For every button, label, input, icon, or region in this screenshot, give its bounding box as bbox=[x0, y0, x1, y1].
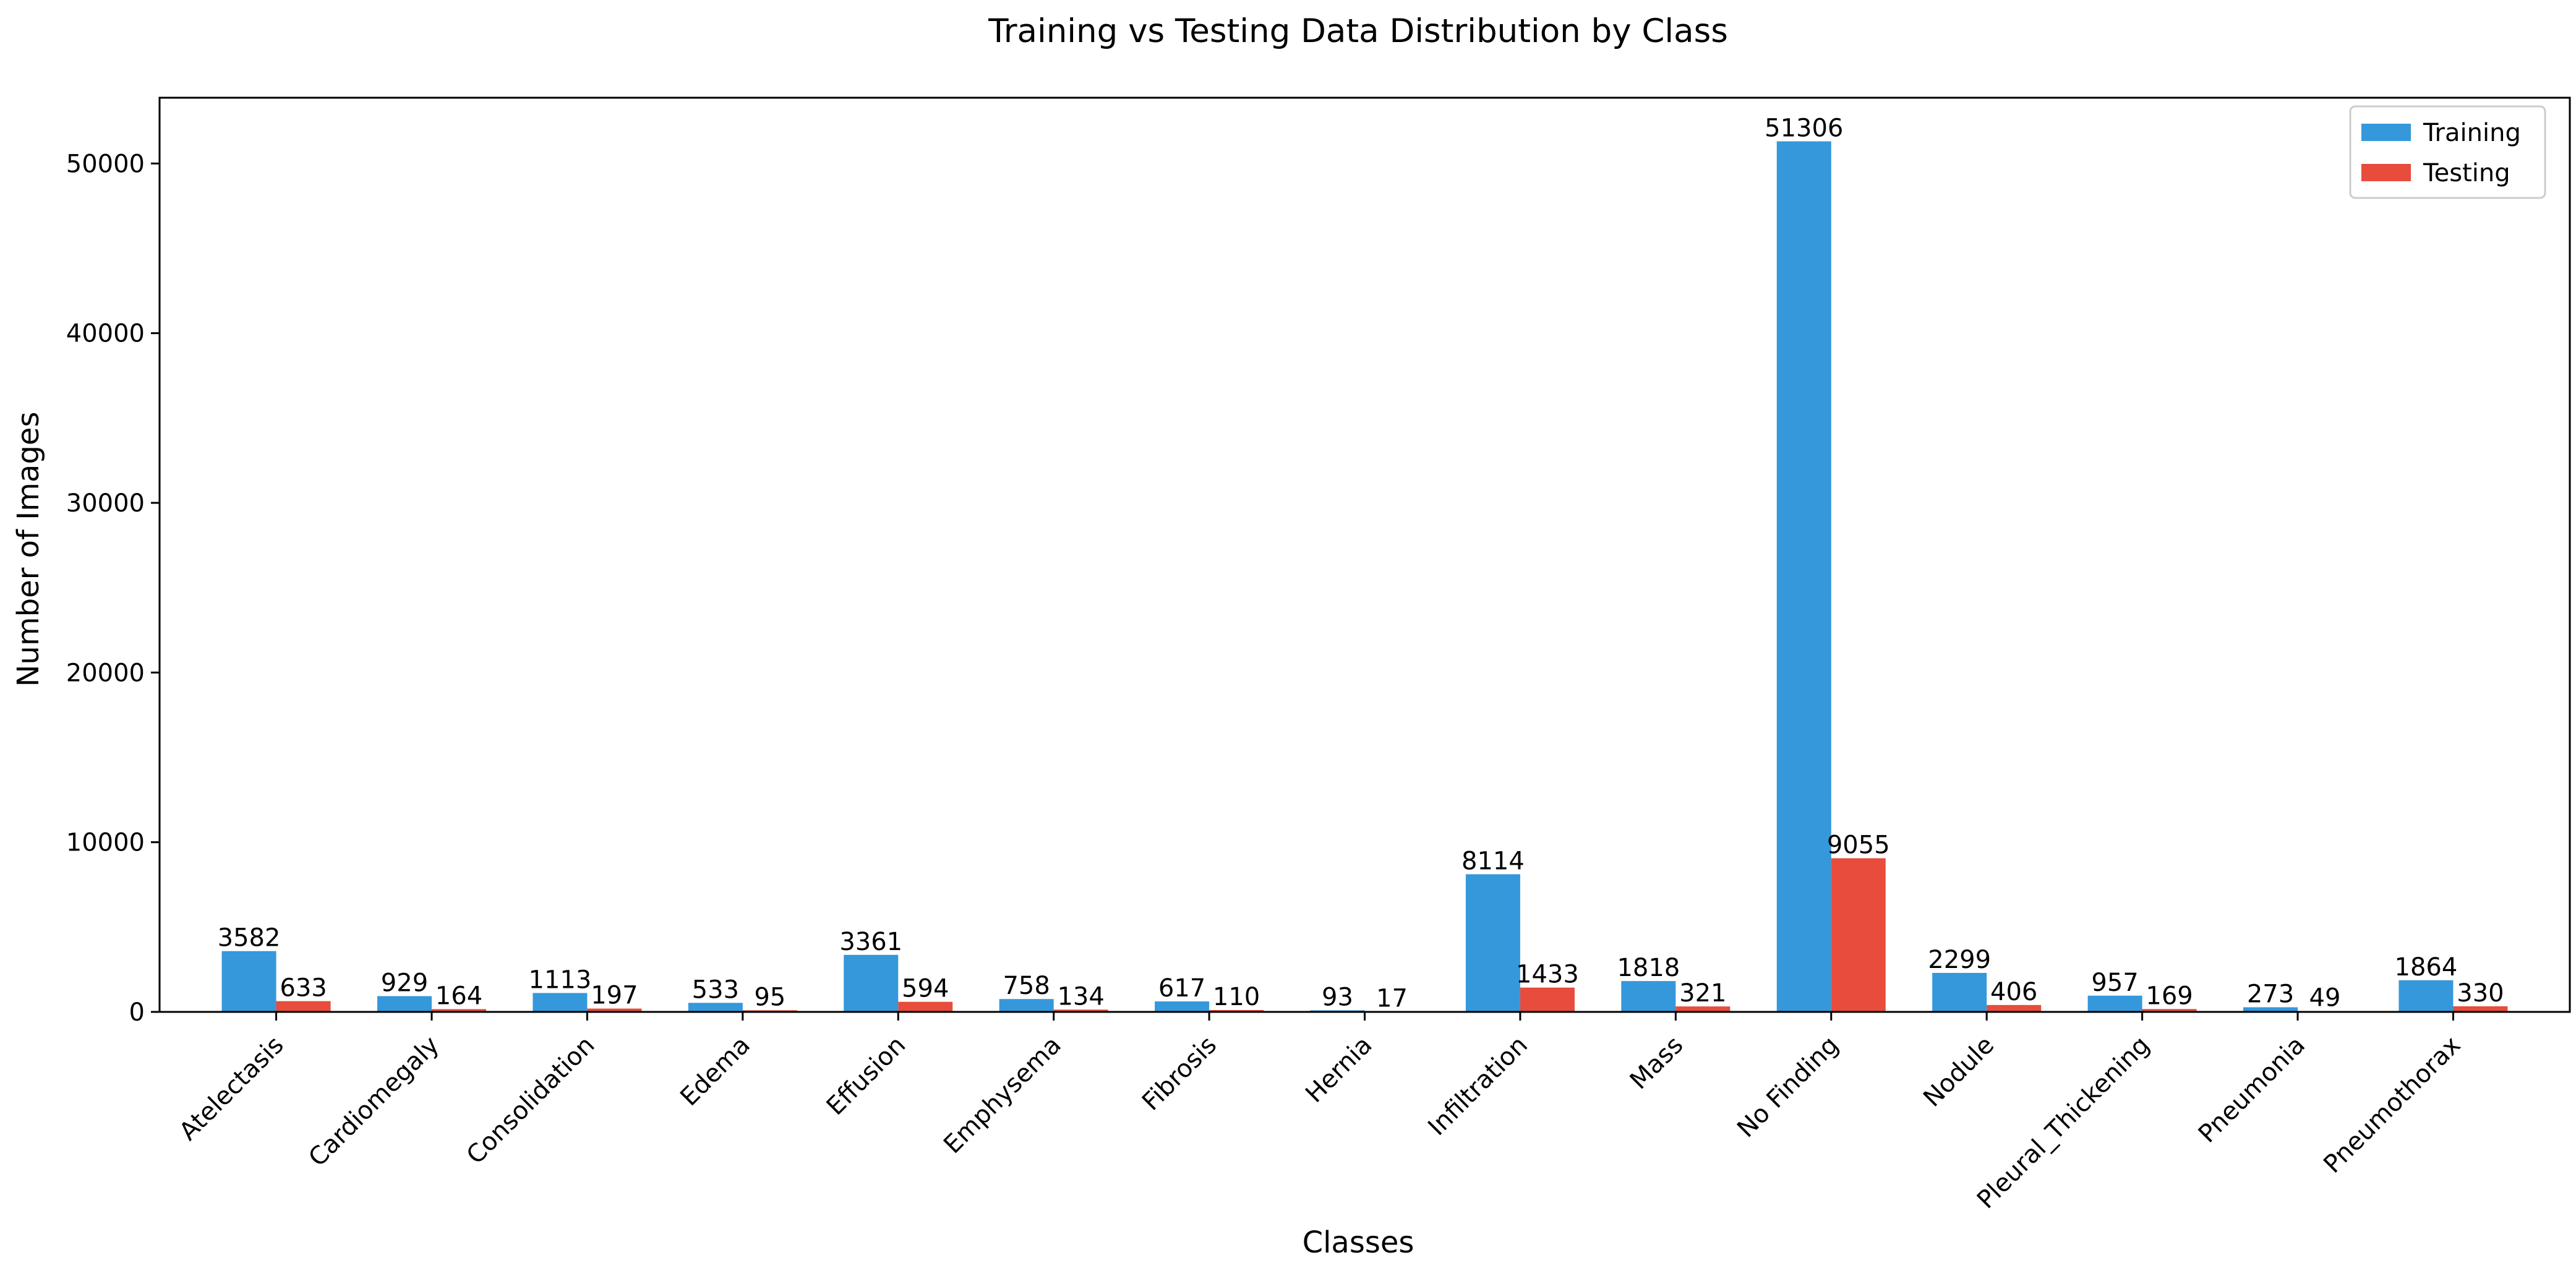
legend-label: Testing bbox=[2423, 159, 2510, 187]
y-tick-label: 50000 bbox=[66, 150, 145, 178]
legend-label: Training bbox=[2423, 119, 2521, 147]
training-bar bbox=[999, 999, 1054, 1012]
training-bar bbox=[1155, 1001, 1210, 1012]
testing-value-label: 164 bbox=[435, 982, 482, 1011]
testing-bar bbox=[1675, 1006, 1731, 1012]
testing-bar bbox=[2142, 1009, 2197, 1012]
training-value-label: 758 bbox=[1003, 972, 1050, 1000]
training-bar bbox=[1776, 141, 1831, 1012]
training-value-label: 1864 bbox=[2395, 953, 2458, 982]
training-value-label: 2299 bbox=[1928, 946, 1991, 974]
training-bar bbox=[688, 1003, 743, 1012]
training-value-label: 3582 bbox=[218, 924, 281, 953]
testing-value-label: 1433 bbox=[1516, 961, 1579, 989]
y-tick-label: 10000 bbox=[66, 829, 145, 857]
testing-bar bbox=[898, 1001, 953, 1012]
testing-bar bbox=[1520, 987, 1575, 1012]
training-bar bbox=[844, 954, 899, 1012]
training-value-label: 8114 bbox=[1461, 847, 1525, 875]
training-bar bbox=[2087, 995, 2142, 1012]
chart-title: Training vs Testing Data Distribution by… bbox=[988, 12, 1728, 50]
testing-value-label: 110 bbox=[1213, 983, 1260, 1011]
training-bar bbox=[1932, 972, 1987, 1012]
training-bar bbox=[1621, 981, 1676, 1012]
testing-bar bbox=[1209, 1009, 1264, 1012]
training-value-label: 3361 bbox=[839, 928, 902, 956]
legend-swatch bbox=[2361, 124, 2411, 141]
testing-bar bbox=[1987, 1004, 2042, 1012]
testing-value-label: 95 bbox=[754, 983, 785, 1011]
y-tick-label: 30000 bbox=[66, 489, 145, 518]
testing-bar bbox=[2453, 1006, 2508, 1012]
training-bar bbox=[377, 996, 432, 1012]
testing-value-label: 9055 bbox=[1827, 831, 1890, 860]
testing-bar bbox=[587, 1008, 642, 1012]
legend: Training Testing bbox=[2349, 105, 2546, 199]
training-bar bbox=[2243, 1007, 2298, 1012]
training-value-label: 929 bbox=[381, 969, 428, 998]
training-value-label: 533 bbox=[692, 975, 739, 1004]
training-bar bbox=[533, 993, 588, 1012]
training-value-label: 1113 bbox=[529, 966, 592, 994]
legend-swatch bbox=[2361, 164, 2411, 181]
y-tick-label: 20000 bbox=[66, 659, 145, 687]
training-value-label: 1818 bbox=[1617, 954, 1680, 982]
testing-value-label: 594 bbox=[902, 975, 949, 1003]
testing-bar bbox=[276, 1001, 331, 1012]
testing-value-label: 197 bbox=[591, 982, 638, 1010]
testing-value-label: 49 bbox=[2309, 984, 2341, 1013]
testing-value-label: 17 bbox=[1376, 985, 1408, 1013]
x-axis-label: Classes bbox=[1303, 1225, 1414, 1260]
testing-bar bbox=[1831, 858, 1886, 1012]
training-value-label: 273 bbox=[2247, 980, 2294, 1009]
y-tick-label: 0 bbox=[129, 998, 145, 1027]
y-tick-label: 40000 bbox=[66, 320, 145, 348]
testing-value-label: 633 bbox=[280, 974, 327, 1003]
testing-value-label: 406 bbox=[1990, 978, 2037, 1006]
training-value-label: 617 bbox=[1158, 974, 1205, 1003]
training-value-label: 957 bbox=[2091, 969, 2138, 997]
training-bar bbox=[1465, 874, 1520, 1012]
training-value-label: 93 bbox=[1322, 983, 1353, 1011]
training-bar bbox=[2398, 980, 2454, 1012]
training-bar bbox=[221, 951, 276, 1012]
testing-bar bbox=[1053, 1009, 1108, 1012]
testing-value-label: 169 bbox=[2146, 982, 2193, 1010]
testing-bar bbox=[431, 1009, 486, 1012]
training-value-label: 51306 bbox=[1765, 114, 1843, 143]
testing-value-label: 321 bbox=[1679, 979, 1726, 1008]
testing-value-label: 134 bbox=[1057, 982, 1104, 1011]
testing-value-label: 330 bbox=[2457, 979, 2504, 1008]
y-axis-label: Number of Images bbox=[11, 412, 46, 687]
